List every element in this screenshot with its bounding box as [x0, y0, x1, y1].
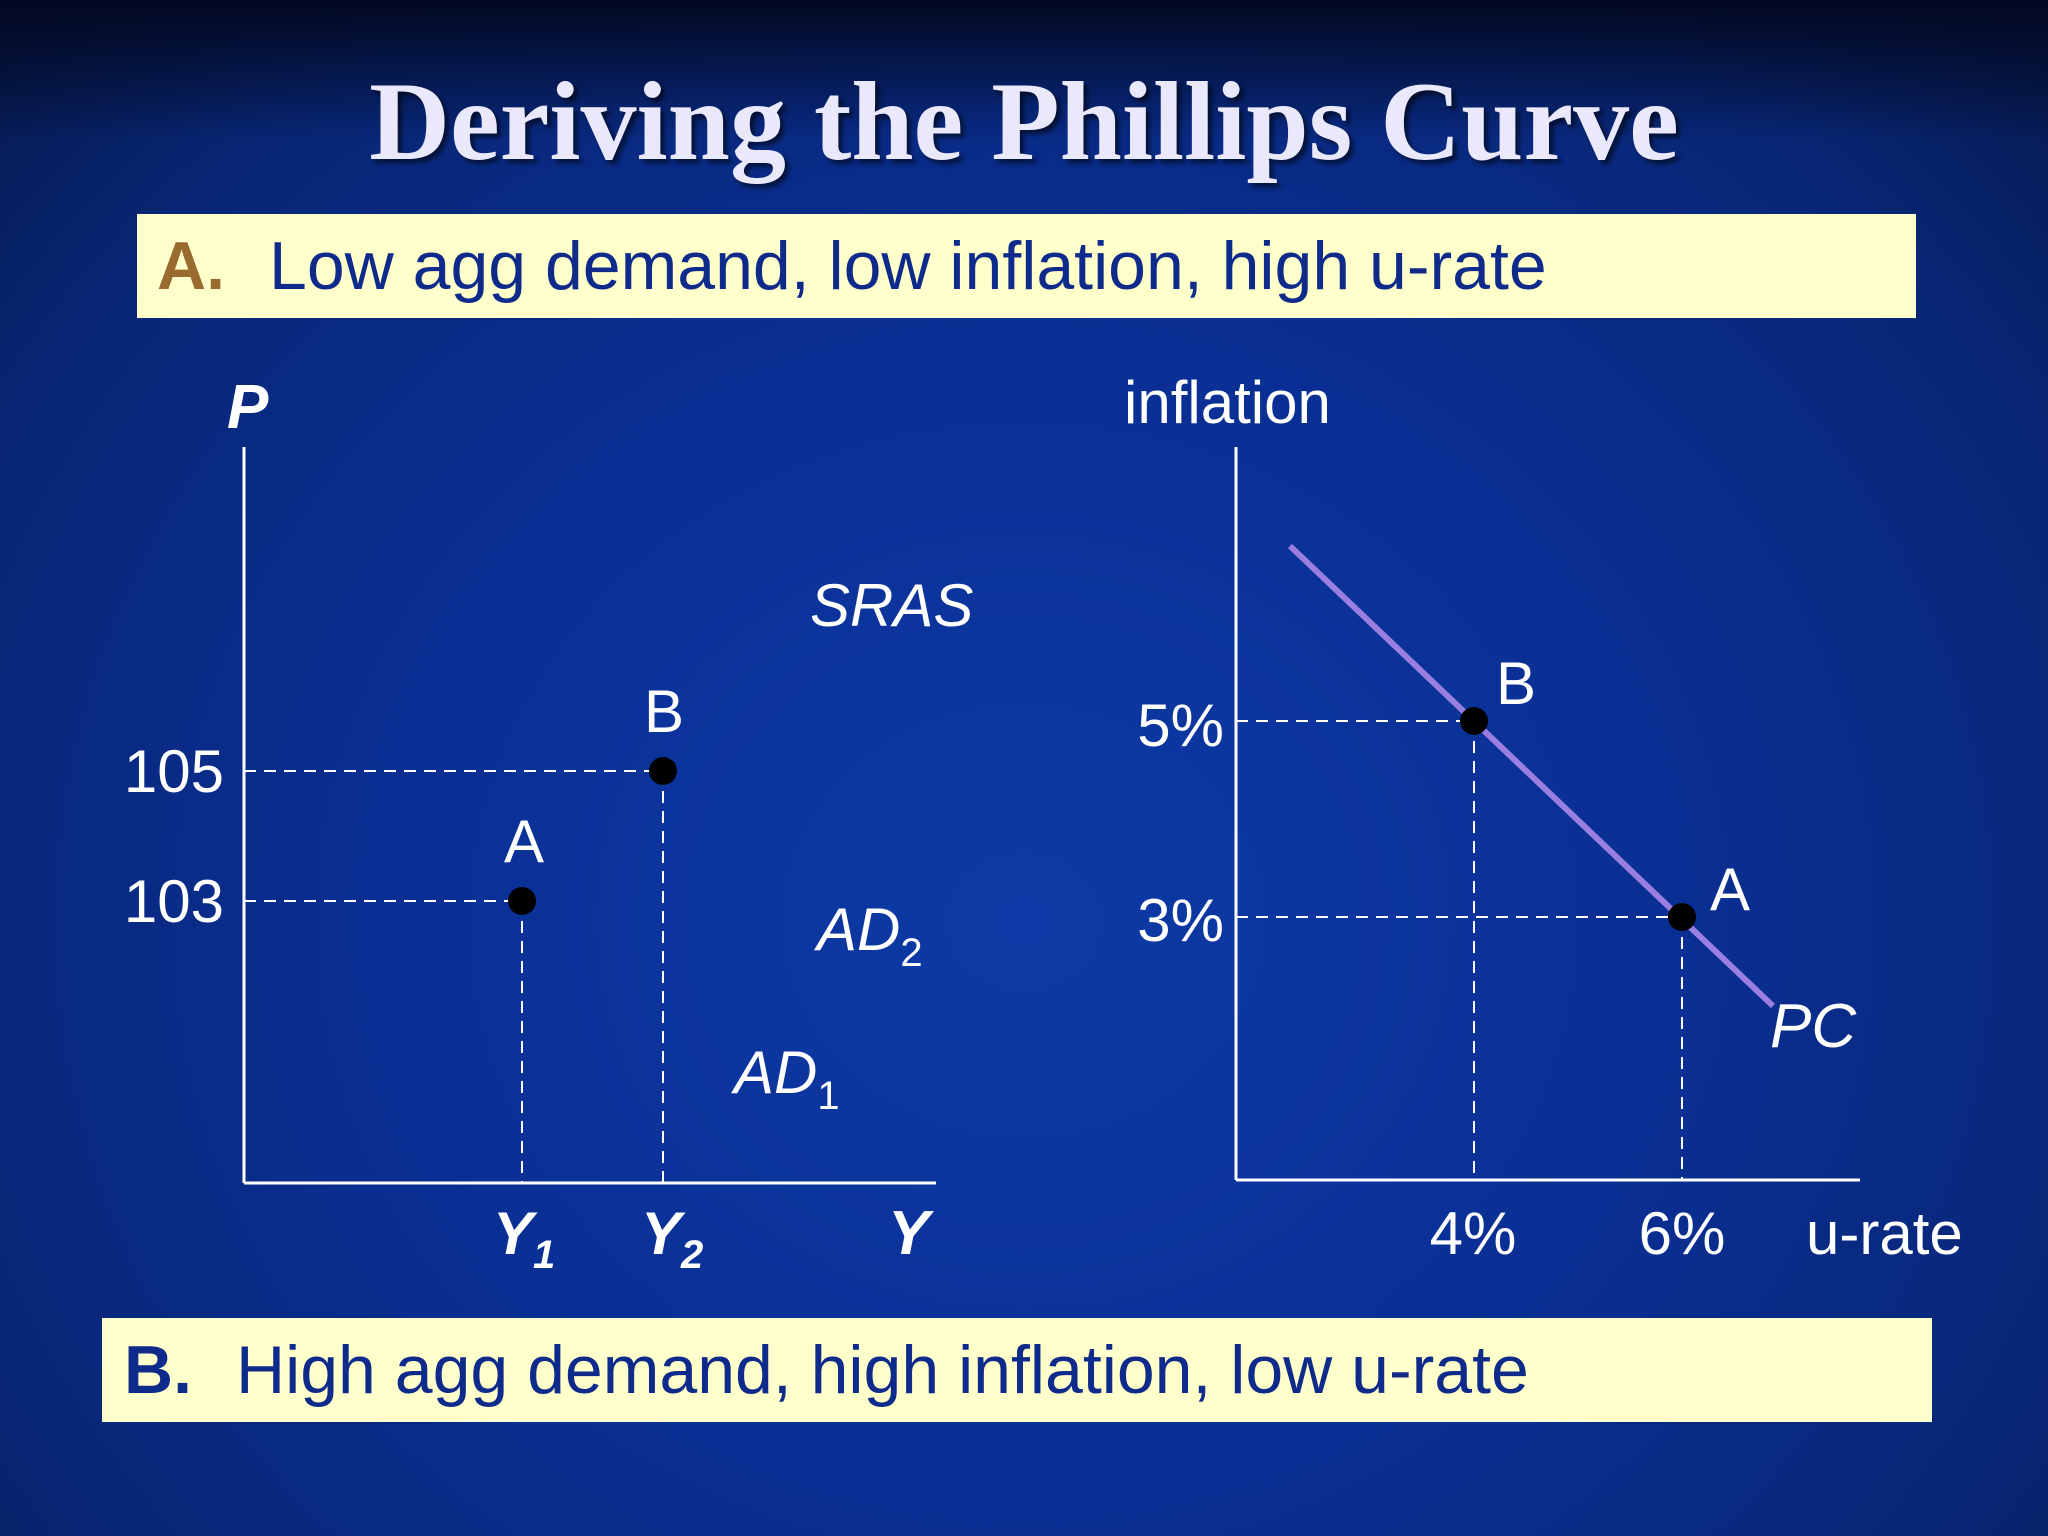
pc-curve-label: PC — [1770, 992, 1857, 1061]
caption-b: B. High agg demand, high inflation, low u… — [102, 1318, 1932, 1422]
caption-a: A. Low agg demand, low inflation, high u-… — [137, 214, 1916, 318]
ad1-label: AD1 — [731, 1039, 840, 1118]
pc-point-a-label: A — [1710, 856, 1750, 923]
point-a-marker — [508, 887, 536, 915]
slide-title: Deriving the Phillips Curve — [369, 60, 1679, 184]
pc-point-a-marker — [1668, 903, 1696, 931]
output-tick-y1: Y1 — [493, 1200, 555, 1277]
sras-label: SRAS — [810, 572, 973, 639]
caption-a-text: Low agg demand, low inflation, high u-ra… — [269, 228, 1547, 304]
caption-b-letter: B. — [124, 1332, 192, 1408]
pc-point-b-marker — [1460, 707, 1488, 735]
urate-tick-4: 4% — [1430, 1200, 1517, 1267]
pc-point-b-label: B — [1496, 650, 1536, 717]
caption-b-text: High agg demand, high inflation, low u-r… — [236, 1332, 1529, 1408]
price-tick-105: 105 — [124, 738, 224, 805]
top-shade — [0, 0, 2048, 140]
point-a-label: A — [504, 808, 544, 875]
urate-axis-label: u-rate — [1806, 1200, 1963, 1267]
price-tick-103: 103 — [124, 868, 224, 935]
phillips-curve-diagram: inflation u-rate 5% 3% B A 4% 6% PC — [1124, 369, 1963, 1267]
urate-tick-6: 6% — [1639, 1200, 1726, 1267]
point-b-marker — [649, 757, 677, 785]
price-axis-label: P — [227, 373, 269, 442]
ad2-label: AD2 — [814, 896, 923, 975]
ad-as-diagram: P Y 105 103 A B Y1 Y2 SRAS AD2 AD1 — [124, 373, 974, 1277]
caption-a-letter: A. — [157, 228, 225, 304]
inflation-tick-5: 5% — [1137, 692, 1224, 759]
output-axis-label: Y — [888, 1199, 935, 1268]
phillips-curve-line — [1287, 543, 1776, 1009]
inflation-tick-3: 3% — [1137, 887, 1224, 954]
point-b-label: B — [644, 678, 684, 745]
inflation-axis-label: inflation — [1124, 369, 1331, 436]
output-tick-y2: Y2 — [641, 1200, 703, 1277]
